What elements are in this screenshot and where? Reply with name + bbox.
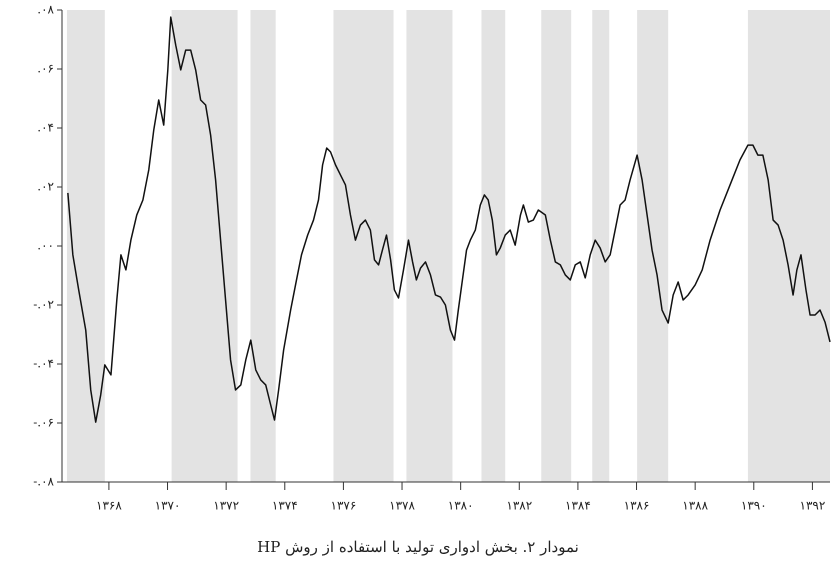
y-tick-label: -.۰۲ — [33, 298, 54, 312]
chart-title: نمودار ۲. بخش ادواری تولید با استفاده از… — [257, 538, 579, 556]
axes: .۰۸ .۰۶ .۰۴ .۰۲ .۰۰ -.۰۲ -.۰۴ -.۰۶ -.۰۸ ۱۳۶۸ ۱۳۷۰ ۱… — [33, 3, 830, 513]
y-tick-label: .۰۴ — [37, 121, 54, 135]
shaded-region — [481, 10, 506, 482]
shaded-region — [250, 10, 276, 482]
x-tick-label: ۱۳۷۶ — [331, 499, 357, 513]
shaded-region — [592, 10, 610, 482]
shaded-region — [637, 10, 669, 482]
y-tick-label: -.۰۸ — [33, 475, 54, 489]
x-tick-label: ۱۳۹۰ — [741, 499, 767, 513]
shaded-region — [747, 10, 830, 482]
x-tick-label: ۱۳۷۴ — [272, 499, 298, 513]
x-tick-label: ۱۳۸۶ — [624, 499, 650, 513]
y-tick-label: .۰۰ — [37, 239, 54, 253]
shaded-regions — [66, 10, 830, 482]
line — [67, 16, 831, 423]
x-tick-label: ۱۳۶۸ — [96, 499, 122, 513]
x-tick-label: ۱۳۷۸ — [389, 499, 415, 513]
y-tick-label: -.۰۶ — [33, 416, 54, 430]
x-tick-label: ۱۳۷۲ — [213, 499, 239, 513]
shaded-region — [406, 10, 453, 482]
y-tick-label: .۰۸ — [37, 3, 54, 17]
x-tick-label: ۱۳۷۰ — [155, 499, 181, 513]
x-tick-label: ۱۳۸۴ — [565, 499, 591, 513]
x-tick-label: ۱۳۸۲ — [506, 499, 532, 513]
shaded-region — [333, 10, 394, 482]
y-tick-label: -.۰۴ — [33, 357, 54, 371]
shaded-region — [171, 10, 238, 482]
y-tick-label: .۰۲ — [37, 180, 54, 194]
shaded-region — [541, 10, 572, 482]
x-tick-label: ۱۳۸۸ — [682, 499, 708, 513]
y-tick-label: .۰۶ — [37, 62, 54, 76]
x-tick-label: ۱۳۹۲ — [800, 499, 826, 513]
x-tick-label: ۱۳۸۰ — [448, 499, 474, 513]
